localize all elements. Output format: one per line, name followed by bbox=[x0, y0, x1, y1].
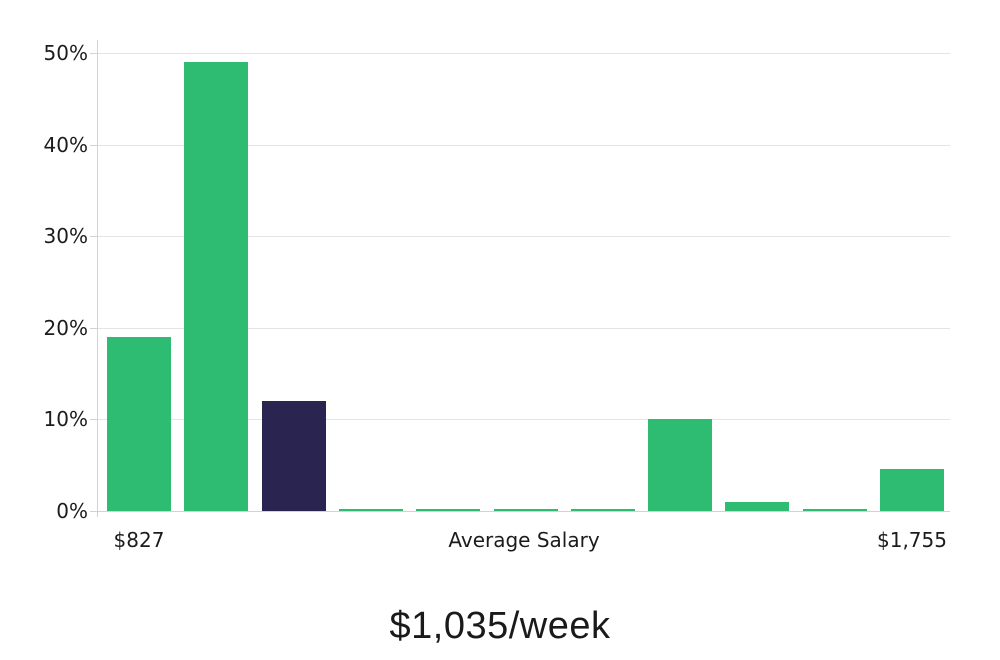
gridline-40% bbox=[98, 144, 950, 146]
y-tick-label-40%: 40% bbox=[43, 132, 88, 157]
x-axis-corner-tick bbox=[97, 511, 98, 517]
chart-title: $1,035/week bbox=[389, 605, 611, 647]
bar-10 bbox=[803, 509, 867, 511]
x-tick-label-first: $827 bbox=[113, 528, 165, 552]
y-tick-mark-40% bbox=[90, 144, 98, 146]
gridline-50% bbox=[98, 53, 950, 54]
y-tick-label-0%: 0% bbox=[56, 499, 88, 523]
gridline-0% bbox=[98, 511, 950, 512]
x-axis-title: Average Salary bbox=[448, 528, 600, 552]
bar-11 bbox=[880, 468, 944, 511]
y-tick-label-20%: 20% bbox=[43, 315, 88, 340]
x-tick-label-last: $1,755 bbox=[877, 528, 947, 552]
bar-4 bbox=[339, 509, 403, 511]
y-tick-mark-30% bbox=[90, 236, 98, 238]
gridline-20% bbox=[98, 327, 950, 329]
bar-1 bbox=[107, 336, 171, 511]
bar-9 bbox=[725, 501, 789, 511]
bar-8 bbox=[648, 419, 712, 511]
gridline-10% bbox=[98, 419, 950, 421]
y-tick-label-30%: 30% bbox=[43, 224, 88, 249]
y-tick-label-10%: 10% bbox=[43, 407, 88, 432]
bar-3 bbox=[262, 401, 326, 511]
bar-5 bbox=[416, 509, 480, 511]
bar-2 bbox=[184, 62, 248, 511]
y-tick-label-50%: 50% bbox=[43, 41, 88, 65]
y-tick-mark-20% bbox=[90, 327, 98, 329]
gridline-30% bbox=[98, 236, 950, 238]
bar-6 bbox=[494, 509, 558, 511]
y-tick-mark-50% bbox=[90, 53, 98, 54]
y-axis-spine bbox=[97, 40, 98, 511]
bar-7 bbox=[571, 509, 635, 511]
y-tick-mark-0% bbox=[90, 511, 98, 512]
y-tick-mark-10% bbox=[90, 419, 98, 421]
